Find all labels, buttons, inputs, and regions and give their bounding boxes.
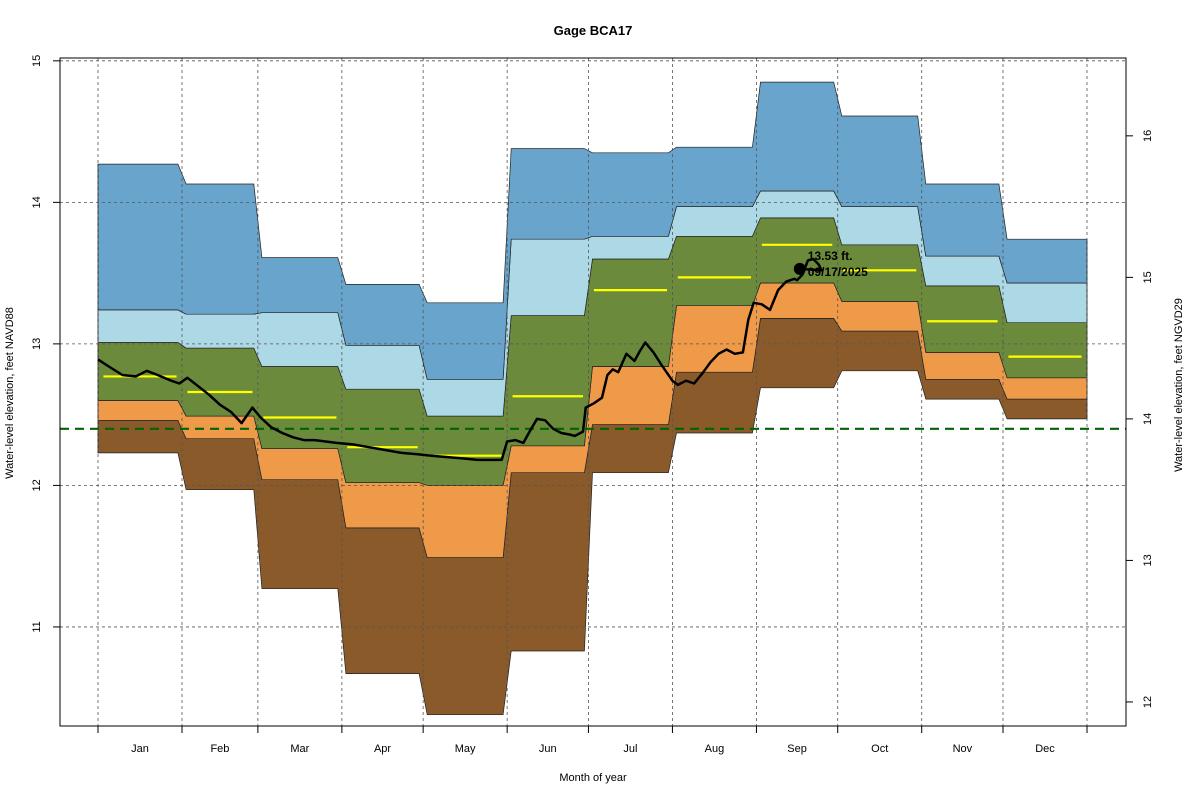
y-right-tick-label: 12	[1142, 696, 1154, 708]
y-axis-right: 12 13 14 15 16	[1126, 130, 1154, 708]
y-axis-left: 11 12 13 14 15	[31, 55, 60, 633]
x-tick-label: Oct	[871, 743, 888, 755]
x-tick-label: Feb	[210, 743, 229, 755]
current-point-marker	[793, 262, 806, 275]
plot-frame	[59, 57, 1127, 727]
grid-lines	[60, 58, 1126, 726]
x-axis-label: Month of year	[559, 772, 627, 784]
y-right-tick-label: 15	[1142, 271, 1154, 283]
chart-title: Gage BCA17	[554, 23, 633, 38]
x-tick-label: Nov	[953, 743, 973, 755]
x-tick-label: Dec	[1035, 743, 1055, 755]
median-lines	[103, 243, 1082, 457]
percentile-bands	[97, 81, 1088, 716]
y-axis-left-label: Water-level elevation, feet NAVD88	[4, 307, 16, 479]
y-left-tick-label: 11	[31, 621, 43, 632]
y-right-tick-label: 13	[1142, 554, 1154, 566]
x-axis: Jan Feb Mar Apr May Jun Jul Aug Sep Oct Nov Dec	[97, 726, 1088, 755]
y-right-tick-label: 16	[1142, 130, 1154, 142]
x-tick-label: Apr	[374, 743, 391, 755]
y-left-tick-label: 14	[31, 196, 43, 208]
y-right-tick-label: 14	[1142, 413, 1154, 425]
y-left-tick-label: 15	[31, 55, 43, 67]
x-tick-label: Aug	[705, 743, 725, 755]
x-tick-label: Sep	[787, 743, 807, 755]
current-value-label: 13.53 ft.	[808, 249, 853, 263]
x-tick-label: Jun	[539, 743, 557, 755]
y-left-tick-label: 13	[31, 338, 43, 350]
x-tick-label: May	[455, 743, 476, 755]
y-axis-right-label: Water-level elevation, feet NGVD29	[1173, 298, 1185, 472]
current-date-label: 09/17/2025	[808, 265, 868, 279]
x-tick-label: Jan	[131, 743, 149, 755]
water-level-line	[97, 257, 823, 462]
x-tick-label: Jul	[623, 743, 637, 755]
x-tick-label: Mar	[290, 743, 309, 755]
y-left-tick-label: 12	[31, 479, 43, 491]
